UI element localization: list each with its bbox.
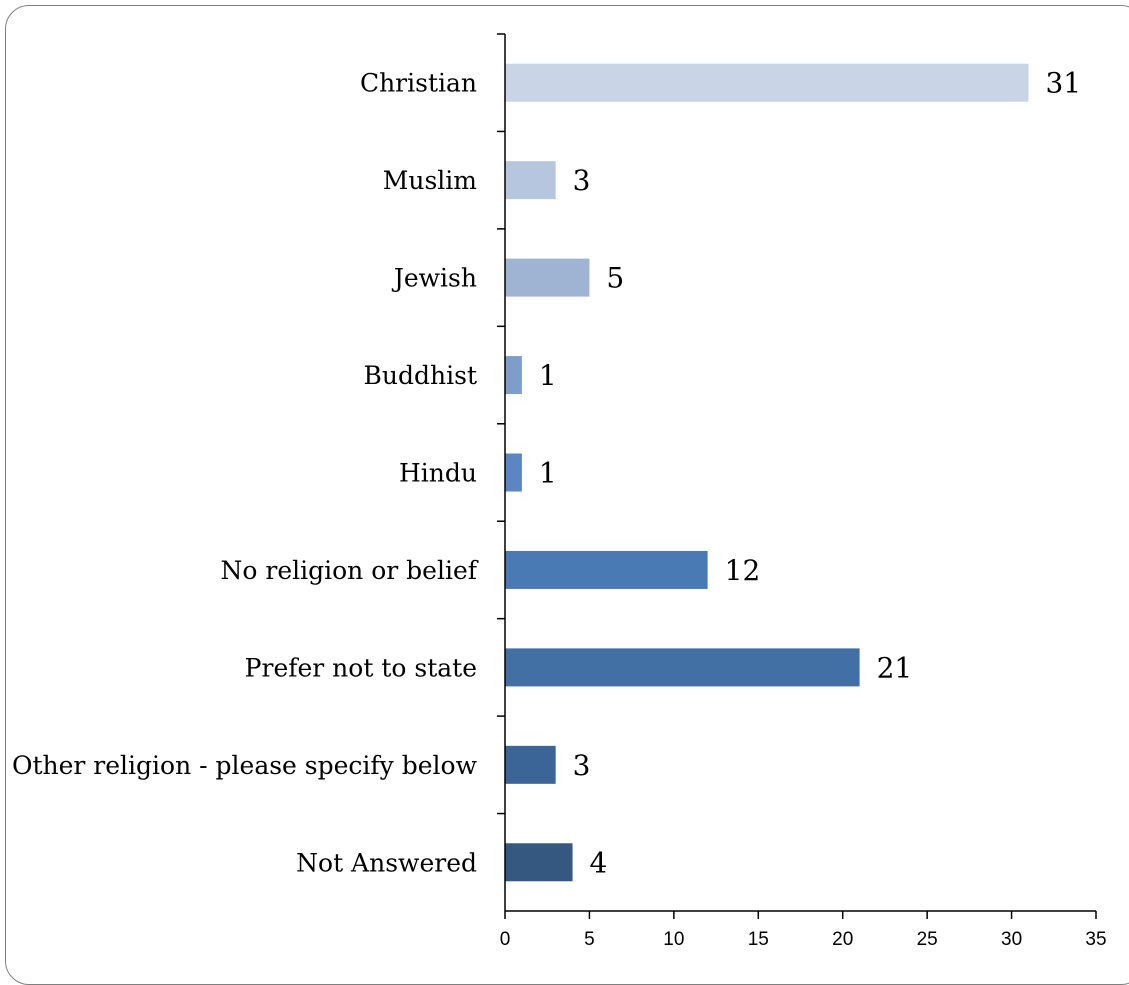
x-tick-label-7: 35 <box>1085 929 1106 950</box>
bar-4 <box>505 453 522 492</box>
data-label-5: 12 <box>725 554 761 587</box>
data-label-8: 4 <box>590 846 608 879</box>
bar-1 <box>505 161 556 200</box>
category-label-2: Jewish <box>391 264 477 293</box>
x-tick-label-0: 0 <box>500 929 511 950</box>
chart-frame <box>5 5 1129 985</box>
data-label-3: 1 <box>539 359 557 392</box>
x-tick-label-3: 15 <box>748 929 769 950</box>
axis-layer: 0 5 10 15 20 25 30 35 <box>497 33 1107 950</box>
x-tick-label-5: 25 <box>917 929 938 950</box>
bar-7 <box>505 745 556 784</box>
category-label-8: Not Answered <box>296 848 477 877</box>
bar-8 <box>505 843 573 882</box>
category-label-4: Hindu <box>399 459 477 488</box>
x-tick-label-2: 10 <box>663 929 684 950</box>
category-label-6: Prefer not to state <box>245 653 477 682</box>
bar-0 <box>505 63 1029 102</box>
bar-6 <box>505 648 860 687</box>
x-tick-label-1: 5 <box>584 929 595 950</box>
data-label-2: 5 <box>606 262 624 295</box>
x-tick-label-4: 20 <box>832 929 853 950</box>
category-label-0: Christian <box>360 69 477 98</box>
data-label-1: 3 <box>573 164 591 197</box>
bar-2 <box>505 258 590 297</box>
bar-5 <box>505 550 708 589</box>
category-label-3: Buddhist <box>364 361 477 390</box>
category-label-5: No religion or belief <box>221 556 479 585</box>
data-label-6: 21 <box>877 651 913 684</box>
data-label-4: 1 <box>539 457 557 490</box>
category-label-7: Other religion - please specify below <box>12 751 478 780</box>
data-label-7: 3 <box>573 749 591 782</box>
bar-3 <box>505 356 522 395</box>
bars-layer <box>505 63 1029 882</box>
x-tick-label-6: 30 <box>1001 929 1022 950</box>
data-label-0: 31 <box>1045 67 1081 100</box>
category-label-1: Muslim <box>383 166 478 195</box>
